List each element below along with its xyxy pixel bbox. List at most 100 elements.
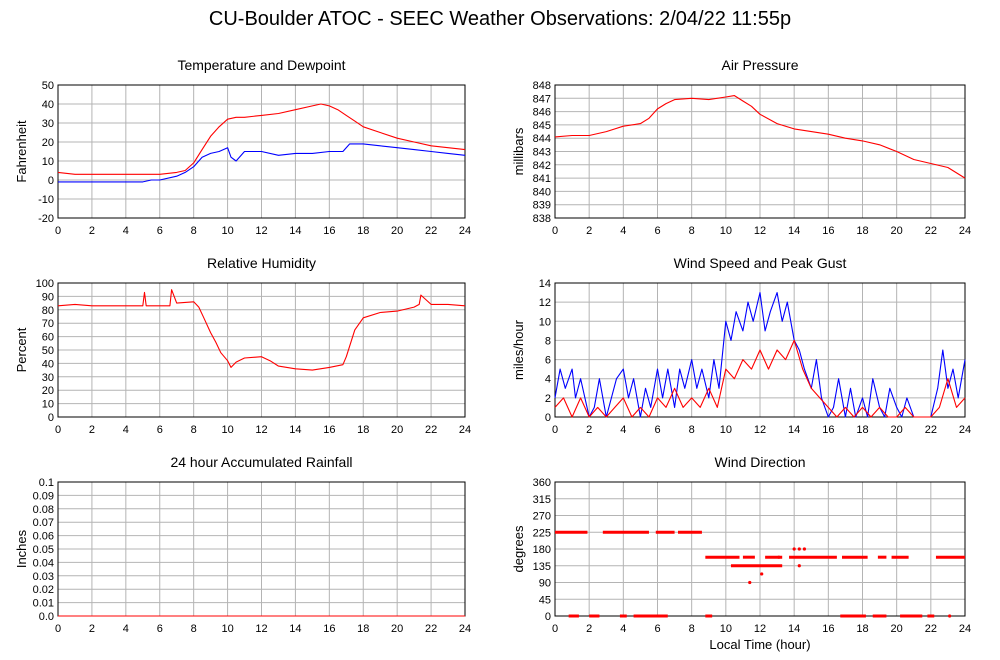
x-tick-label: 14 bbox=[788, 623, 800, 635]
x-tick-label: 18 bbox=[357, 225, 369, 237]
y-tick-label: 0.02 bbox=[33, 584, 54, 596]
x-tick-label: 14 bbox=[289, 623, 301, 635]
x-tick-label: 10 bbox=[720, 623, 732, 635]
y-tick-label: 40 bbox=[42, 99, 54, 111]
x-axis-label: Local Time (hour) bbox=[709, 637, 810, 652]
x-tick-label: 20 bbox=[391, 623, 403, 635]
x-tick-label: 14 bbox=[788, 225, 800, 237]
x-tick-label: 4 bbox=[620, 424, 626, 436]
y-tick-label: 840 bbox=[533, 186, 551, 198]
y-tick-label: 0.09 bbox=[33, 490, 54, 502]
y-tick-label: 60 bbox=[42, 332, 54, 344]
y-tick-label: 50 bbox=[42, 345, 54, 357]
x-tick-label: 24 bbox=[959, 424, 971, 436]
y-tick-label: 90 bbox=[42, 291, 54, 303]
x-tick-label: 22 bbox=[425, 225, 437, 237]
x-tick-label: 4 bbox=[620, 623, 626, 635]
x-tick-label: 10 bbox=[720, 225, 732, 237]
x-tick-label: 24 bbox=[959, 225, 971, 237]
x-tick-label: 6 bbox=[654, 623, 660, 635]
x-tick-label: 0 bbox=[55, 424, 61, 436]
x-tick-label: 6 bbox=[654, 225, 660, 237]
chart-title: Wind Speed and Peak Gust bbox=[674, 255, 847, 271]
y-tick-label: 6 bbox=[545, 355, 551, 367]
y-tick-label: 12 bbox=[539, 297, 551, 309]
y-tick-label: 0.07 bbox=[33, 517, 54, 529]
y-tick-label: 100 bbox=[36, 278, 54, 290]
x-tick-label: 12 bbox=[754, 623, 766, 635]
x-tick-label: 18 bbox=[856, 424, 868, 436]
y-tick-label: 360 bbox=[533, 477, 551, 489]
direction-point bbox=[797, 564, 801, 568]
x-tick-label: 8 bbox=[689, 424, 695, 436]
y-tick-label: 843 bbox=[533, 147, 551, 159]
x-tick-label: 20 bbox=[891, 225, 903, 237]
y-tick-label: 50 bbox=[42, 80, 54, 92]
y-tick-label: 90 bbox=[539, 578, 551, 590]
speed-series-line bbox=[554, 339, 966, 418]
y-tick-label: 10 bbox=[42, 399, 54, 411]
y-tick-label: -20 bbox=[38, 213, 54, 225]
x-tick-label: 24 bbox=[959, 623, 971, 635]
y-tick-label: 841 bbox=[533, 173, 551, 185]
x-tick-label: 14 bbox=[289, 225, 301, 237]
x-tick-label: 0 bbox=[552, 225, 558, 237]
y-tick-label: 0 bbox=[48, 412, 54, 424]
x-tick-label: 10 bbox=[221, 424, 233, 436]
x-tick-label: 18 bbox=[357, 424, 369, 436]
y-tick-label: -10 bbox=[38, 194, 54, 206]
x-tick-label: 2 bbox=[89, 424, 95, 436]
x-tick-label: 6 bbox=[157, 225, 163, 237]
y-tick-label: 0.04 bbox=[33, 557, 54, 569]
x-tick-label: 0 bbox=[552, 623, 558, 635]
y-tick-label: 842 bbox=[533, 160, 551, 172]
y-tick-label: 0.05 bbox=[33, 544, 54, 556]
y-tick-label: 30 bbox=[42, 118, 54, 130]
direction-point bbox=[748, 580, 752, 585]
gust-series-line bbox=[554, 292, 966, 418]
x-tick-label: 24 bbox=[459, 424, 471, 436]
y-tick-label: 270 bbox=[533, 511, 551, 523]
x-tick-label: 2 bbox=[586, 225, 592, 237]
x-tick-label: 8 bbox=[191, 225, 197, 237]
y-tick-label: 839 bbox=[533, 200, 551, 212]
chart-title: Relative Humidity bbox=[207, 255, 316, 271]
y-tick-label: 40 bbox=[42, 358, 54, 370]
x-tick-label: 4 bbox=[123, 424, 129, 436]
y-tick-label: 80 bbox=[42, 305, 54, 317]
y-axis-label: degrees bbox=[511, 525, 526, 572]
x-tick-label: 12 bbox=[255, 225, 267, 237]
y-tick-label: 14 bbox=[539, 278, 551, 290]
x-tick-label: 20 bbox=[891, 424, 903, 436]
y-tick-label: 180 bbox=[533, 544, 551, 556]
direction-point bbox=[802, 547, 807, 551]
direction-point bbox=[792, 547, 796, 551]
x-tick-label: 24 bbox=[459, 623, 471, 635]
y-tick-label: 0.03 bbox=[33, 571, 54, 583]
x-tick-label: 16 bbox=[822, 225, 834, 237]
x-tick-label: 0 bbox=[55, 225, 61, 237]
y-tick-label: 225 bbox=[533, 527, 551, 539]
x-tick-label: 12 bbox=[255, 623, 267, 635]
x-tick-label: 6 bbox=[157, 424, 163, 436]
y-tick-label: 0.01 bbox=[33, 598, 54, 610]
plot-frame bbox=[57, 84, 466, 219]
chart-title: Air Pressure bbox=[721, 57, 798, 73]
y-axis-label: Fahrenheit bbox=[14, 120, 29, 183]
x-tick-label: 0 bbox=[55, 623, 61, 635]
y-axis-label: Percent bbox=[14, 327, 29, 372]
pressure-series-line bbox=[554, 95, 966, 179]
y-tick-label: 315 bbox=[533, 494, 551, 506]
y-tick-label: 0 bbox=[48, 175, 54, 187]
chart-title: Temperature and Dewpoint bbox=[177, 57, 345, 73]
y-tick-label: 838 bbox=[533, 213, 551, 225]
plot-frame bbox=[554, 84, 966, 219]
x-tick-label: 20 bbox=[891, 623, 903, 635]
y-tick-label: 845 bbox=[533, 120, 551, 132]
x-tick-label: 16 bbox=[323, 424, 335, 436]
x-tick-label: 22 bbox=[425, 623, 437, 635]
x-tick-label: 0 bbox=[552, 424, 558, 436]
